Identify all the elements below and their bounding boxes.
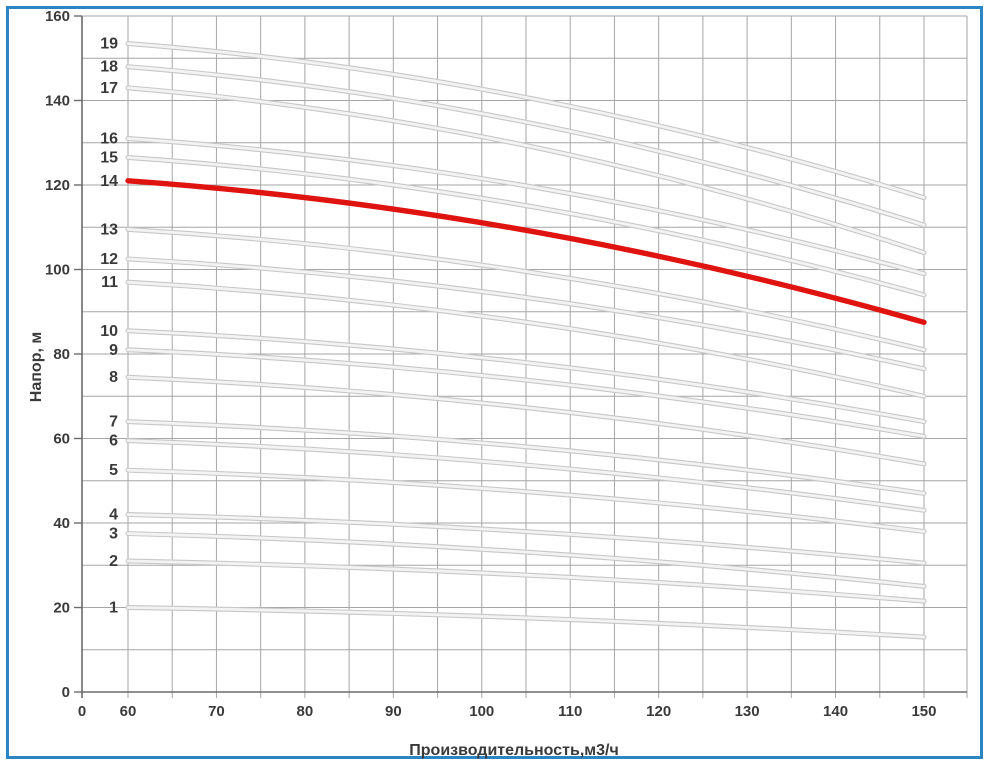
curve-label-4: 4 (109, 507, 118, 524)
curve-5 (125, 467, 927, 534)
curve-core-stroke (126, 420, 926, 495)
curve-16 (125, 136, 927, 277)
curve-label-3: 3 (109, 526, 118, 543)
curve-core-stroke (126, 65, 926, 227)
y-tick-label: 160 (45, 8, 70, 25)
curve-label-5: 5 (109, 462, 118, 479)
x-tick-label: 100 (469, 703, 494, 720)
curve-core-stroke (126, 348, 926, 438)
x-tick-label: 140 (823, 703, 848, 720)
curve-2 (125, 558, 927, 604)
curve-core-stroke (126, 156, 926, 297)
y-tick-label: 60 (53, 431, 70, 448)
curve-core-stroke (126, 86, 926, 254)
highlighted-curve-14 (125, 178, 927, 326)
axes (81, 16, 967, 698)
curve-core-stroke (126, 559, 926, 603)
curve-label-14: 14 (100, 173, 118, 190)
y-tick-label: 140 (45, 93, 70, 110)
curve-label-18: 18 (100, 59, 118, 76)
curve-label-11: 11 (101, 274, 118, 291)
y-tick-label: 120 (45, 177, 70, 194)
curve-label-2: 2 (109, 553, 118, 570)
curve-13 (125, 226, 927, 353)
curve-label-8: 8 (109, 369, 118, 386)
tick-marks (74, 15, 82, 693)
curve-label-19: 19 (100, 35, 118, 52)
curve-core-stroke (126, 329, 926, 423)
curve-label-12: 12 (100, 251, 118, 268)
curve-label-6: 6 (109, 433, 118, 450)
chart-frame: Напор, м Производительность,м3/ч (6, 6, 983, 759)
curve-core-stroke (126, 606, 926, 639)
curve-9 (125, 347, 927, 439)
curve-8 (125, 374, 927, 467)
x-tick-label: 90 (385, 703, 402, 720)
curve-core-stroke (126, 257, 926, 371)
curve-core-stroke (126, 375, 926, 466)
curve-core-stroke (126, 532, 926, 588)
curve-label-7: 7 (109, 414, 118, 431)
y-tick-label: 100 (45, 262, 70, 279)
curve-10 (125, 328, 927, 425)
x-tick-label: 130 (735, 703, 760, 720)
curve-core-stroke (126, 227, 926, 352)
curve-label-13: 13 (100, 221, 118, 238)
curve-15 (125, 155, 927, 298)
curve-label-10: 10 (100, 323, 118, 340)
curve-1 (125, 605, 927, 640)
x-tick-label: 110 (558, 703, 582, 720)
y-tick-label: 80 (53, 346, 70, 363)
curve-18 (125, 64, 927, 228)
curve-label-9: 9 (109, 342, 118, 359)
curve-4 (125, 512, 927, 566)
x-tick-label: 60 (120, 703, 137, 720)
curve-7 (125, 419, 927, 496)
y-tick-label: 0 (62, 684, 70, 701)
curve-core-stroke (126, 513, 926, 565)
curve-19 (125, 40, 927, 201)
y-tick-label: 20 (53, 600, 70, 617)
curve-6 (125, 438, 927, 513)
y-tick-label: 40 (53, 515, 70, 532)
x-tick-label: 0 (78, 703, 86, 720)
curve-label-16: 16 (100, 131, 118, 148)
x-axis-title: Производительность,м3/ч (409, 742, 619, 759)
curve-core-stroke (126, 42, 926, 200)
curves (125, 40, 927, 640)
x-tick-label: 150 (911, 703, 936, 720)
curve-core-stroke (126, 468, 926, 533)
curve-label-1: 1 (109, 600, 118, 617)
x-tick-label: 120 (646, 703, 671, 720)
curve-12 (125, 256, 927, 372)
curve-core-stroke (126, 280, 926, 398)
x-tick-label: 70 (208, 703, 225, 720)
curve-label-17: 17 (100, 80, 118, 97)
curve-core-stroke (126, 137, 926, 276)
curve-label-15: 15 (100, 150, 118, 167)
curve-core-stroke (126, 439, 926, 512)
x-tick-label: 80 (297, 703, 314, 720)
curve-11 (125, 279, 927, 399)
curve-17 (125, 85, 927, 256)
curve-3 (125, 531, 927, 589)
